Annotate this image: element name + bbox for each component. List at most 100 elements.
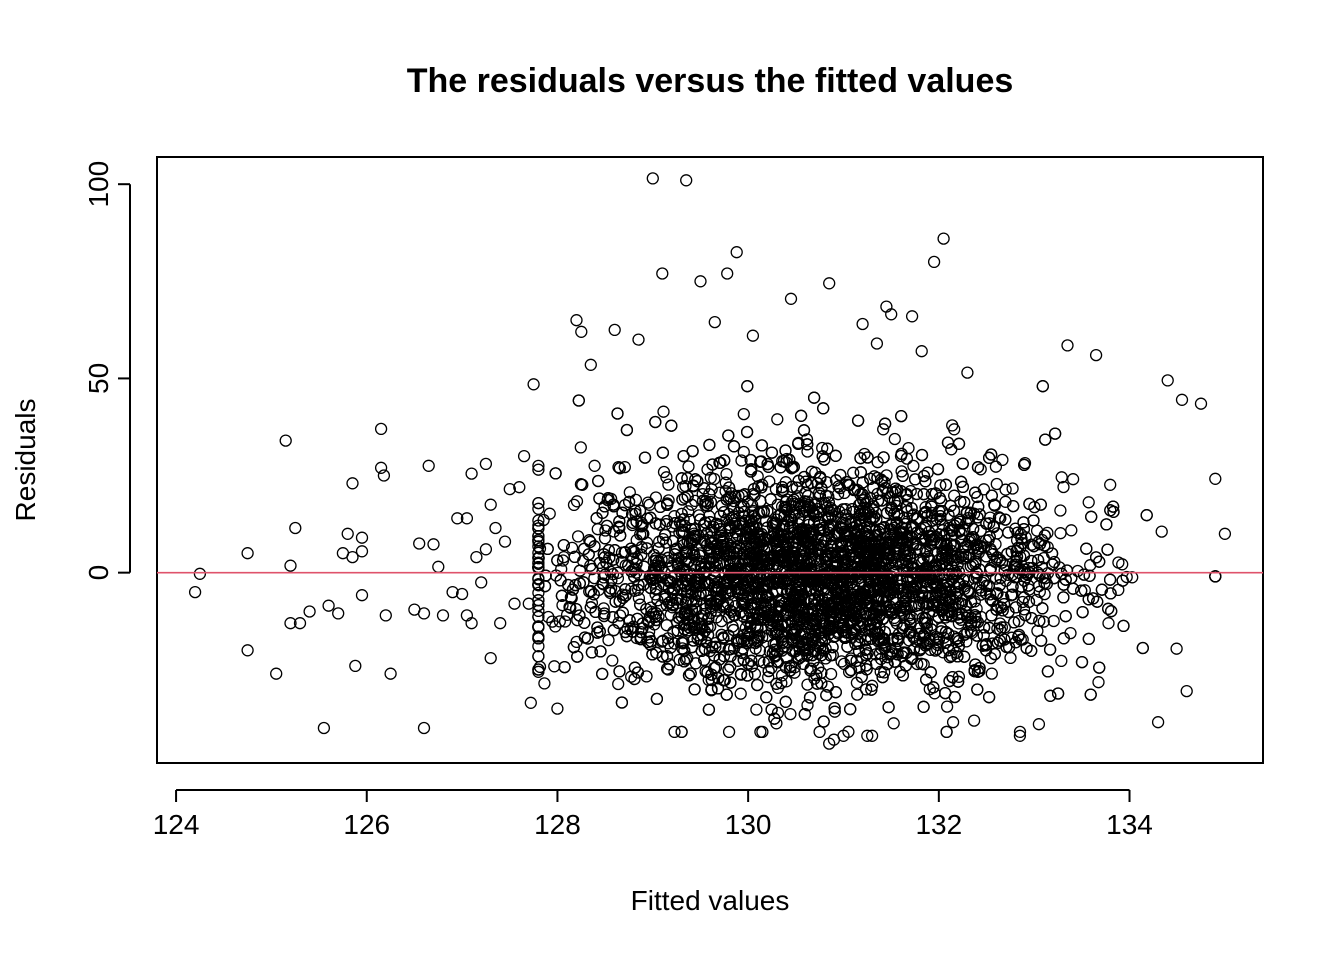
data-point <box>764 493 777 506</box>
data-point <box>905 310 919 323</box>
data-point <box>524 696 537 709</box>
data-point <box>678 519 692 532</box>
data-point <box>724 490 737 503</box>
data-point <box>1044 689 1057 702</box>
data-point <box>649 562 663 575</box>
data-point <box>966 558 980 571</box>
data-point <box>915 657 928 670</box>
data-point <box>725 605 738 618</box>
data-point <box>813 515 826 529</box>
data-point <box>1104 587 1117 600</box>
data-point <box>902 441 915 455</box>
data-point <box>952 565 966 578</box>
data-point <box>751 567 764 581</box>
data-point <box>880 506 894 520</box>
data-point <box>955 534 969 547</box>
data-point <box>846 502 859 516</box>
data-point <box>888 614 902 627</box>
data-point <box>578 631 592 644</box>
data-point <box>856 488 869 501</box>
data-point <box>705 668 718 681</box>
data-point <box>794 585 807 598</box>
data-point <box>635 520 648 533</box>
data-point <box>892 582 905 596</box>
data-point <box>570 314 583 327</box>
data-point <box>355 589 369 602</box>
data-point <box>920 562 934 575</box>
data-point <box>284 617 297 630</box>
data-point <box>844 614 858 627</box>
data-point <box>725 511 739 525</box>
data-point <box>664 641 677 654</box>
data-point <box>679 580 692 593</box>
data-point <box>658 528 672 542</box>
data-point <box>841 640 854 653</box>
data-point <box>950 646 963 659</box>
data-point <box>948 519 961 532</box>
data-point <box>937 631 951 644</box>
data-point <box>771 656 785 669</box>
data-point <box>1071 564 1084 578</box>
data-point <box>532 514 545 527</box>
data-point <box>856 317 869 331</box>
data-point <box>786 644 799 657</box>
data-point <box>706 641 719 654</box>
data-point <box>584 535 597 548</box>
data-point <box>783 551 796 565</box>
y-tick-label: 0 <box>83 565 114 581</box>
data-point <box>816 441 829 455</box>
data-point <box>968 665 981 678</box>
data-point <box>925 623 938 636</box>
data-point <box>939 636 952 649</box>
data-point <box>703 488 716 501</box>
data-point <box>632 592 646 605</box>
data-point <box>193 567 207 580</box>
data-point <box>668 548 681 561</box>
data-point <box>946 716 960 729</box>
data-point <box>631 612 644 626</box>
data-point <box>775 595 788 608</box>
data-point <box>374 422 388 436</box>
data-point <box>574 441 587 454</box>
data-point <box>455 587 469 601</box>
data-point <box>749 552 763 565</box>
data-point <box>942 605 956 618</box>
data-point <box>853 661 866 674</box>
data-point <box>810 585 824 598</box>
data-point <box>751 592 764 606</box>
data-point <box>813 506 827 519</box>
data-point <box>598 500 611 513</box>
data-point <box>901 493 914 507</box>
data-point <box>744 541 758 554</box>
data-point <box>940 700 954 713</box>
data-point <box>946 419 959 432</box>
data-point <box>851 688 864 701</box>
data-point <box>1013 725 1027 739</box>
data-point <box>1218 527 1232 540</box>
data-point <box>460 512 474 525</box>
data-point <box>660 649 674 663</box>
data-point <box>982 451 996 464</box>
data-point <box>898 543 912 556</box>
data-point <box>604 586 617 599</box>
data-point <box>948 690 961 704</box>
data-point <box>1006 482 1019 495</box>
data-point <box>612 677 625 691</box>
data-point <box>660 619 673 632</box>
data-point <box>991 551 1004 564</box>
data-point <box>820 689 833 702</box>
data-point <box>622 495 636 509</box>
data-point <box>241 644 254 657</box>
data-point <box>1194 397 1208 410</box>
data-point <box>532 586 545 600</box>
data-point <box>713 653 726 666</box>
data-point <box>573 564 587 577</box>
data-point <box>1083 569 1096 582</box>
data-point <box>857 494 870 507</box>
data-point <box>551 702 564 715</box>
data-point <box>1161 374 1174 387</box>
data-point <box>1101 543 1114 556</box>
data-point <box>917 700 930 713</box>
data-point <box>982 691 996 704</box>
data-point <box>1105 605 1118 618</box>
